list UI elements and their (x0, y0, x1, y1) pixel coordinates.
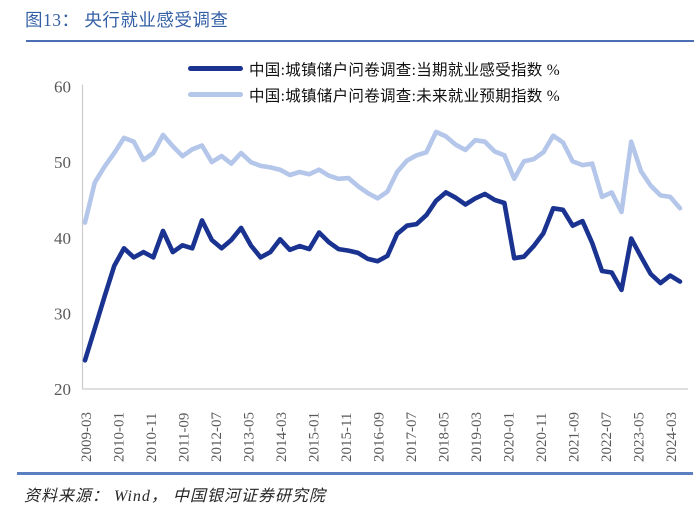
footer-divider (17, 472, 693, 475)
x-tick-label: 2018-05 (437, 412, 453, 462)
x-tick-label: 2020-01 (502, 412, 518, 462)
x-tick-label: 2020-11 (534, 413, 550, 462)
x-tick-label: 2015-11 (339, 413, 355, 462)
chart-legend: 中国:城镇储户问卷调查:当期就业感受指数 % 中国:城镇储户问卷调查:未来就业预… (0, 58, 700, 105)
legend-label-current-index: 中国:城镇储户问卷调查:当期就业感受指数 % (248, 61, 560, 79)
y-tick-label: 20 (54, 380, 71, 399)
legend-swatch-current-line (187, 66, 243, 71)
x-tick-label: 2022-07 (599, 412, 615, 462)
x-tick-label: 2010-01 (112, 412, 128, 462)
x-tick-label: 2011-09 (177, 413, 193, 462)
x-tick-label: 2012-07 (209, 412, 225, 462)
line-current-employment-sentiment (82, 190, 683, 363)
x-tick-label: 2014-03 (274, 412, 290, 462)
figure-title: 图13： 央行就业感受调查 (25, 10, 229, 30)
y-tick-label: 40 (54, 229, 71, 248)
x-tick-label: 2017-07 (404, 412, 420, 462)
x-tick-label: 2023-05 (632, 412, 648, 462)
source-note: 资料来源： Wind， 中国银河证券研究院 (24, 488, 326, 505)
y-tick-label: 30 (54, 304, 71, 323)
x-tick-label: 2013-05 (242, 412, 258, 462)
y-tick-label: 60 (54, 78, 71, 97)
y-tick-label: 50 (54, 153, 71, 172)
legend-item-current-index: 中国:城镇储户问卷调查:当期就业感受指数 % (187, 58, 560, 79)
legend-item-future-index: 中国:城镇储户问卷调查:未来就业预期指数 % (187, 84, 560, 105)
x-tick-label: 2021-09 (567, 412, 583, 462)
x-tick-label: 2010-11 (144, 413, 160, 462)
x-tick-label: 2015-01 (307, 412, 323, 462)
x-tick-label: 2016-09 (372, 412, 388, 462)
line-future-employment-expectation (82, 129, 683, 225)
x-tick-label: 2024-03 (664, 412, 680, 462)
x-tick-label: 2009-03 (79, 412, 95, 462)
legend-label-future-index: 中国:城镇储户问卷调查:未来就业预期指数 % (248, 87, 560, 105)
x-tick-label: 2019-03 (469, 412, 485, 462)
legend-swatch-future-line (187, 92, 243, 97)
title-divider (26, 40, 694, 42)
